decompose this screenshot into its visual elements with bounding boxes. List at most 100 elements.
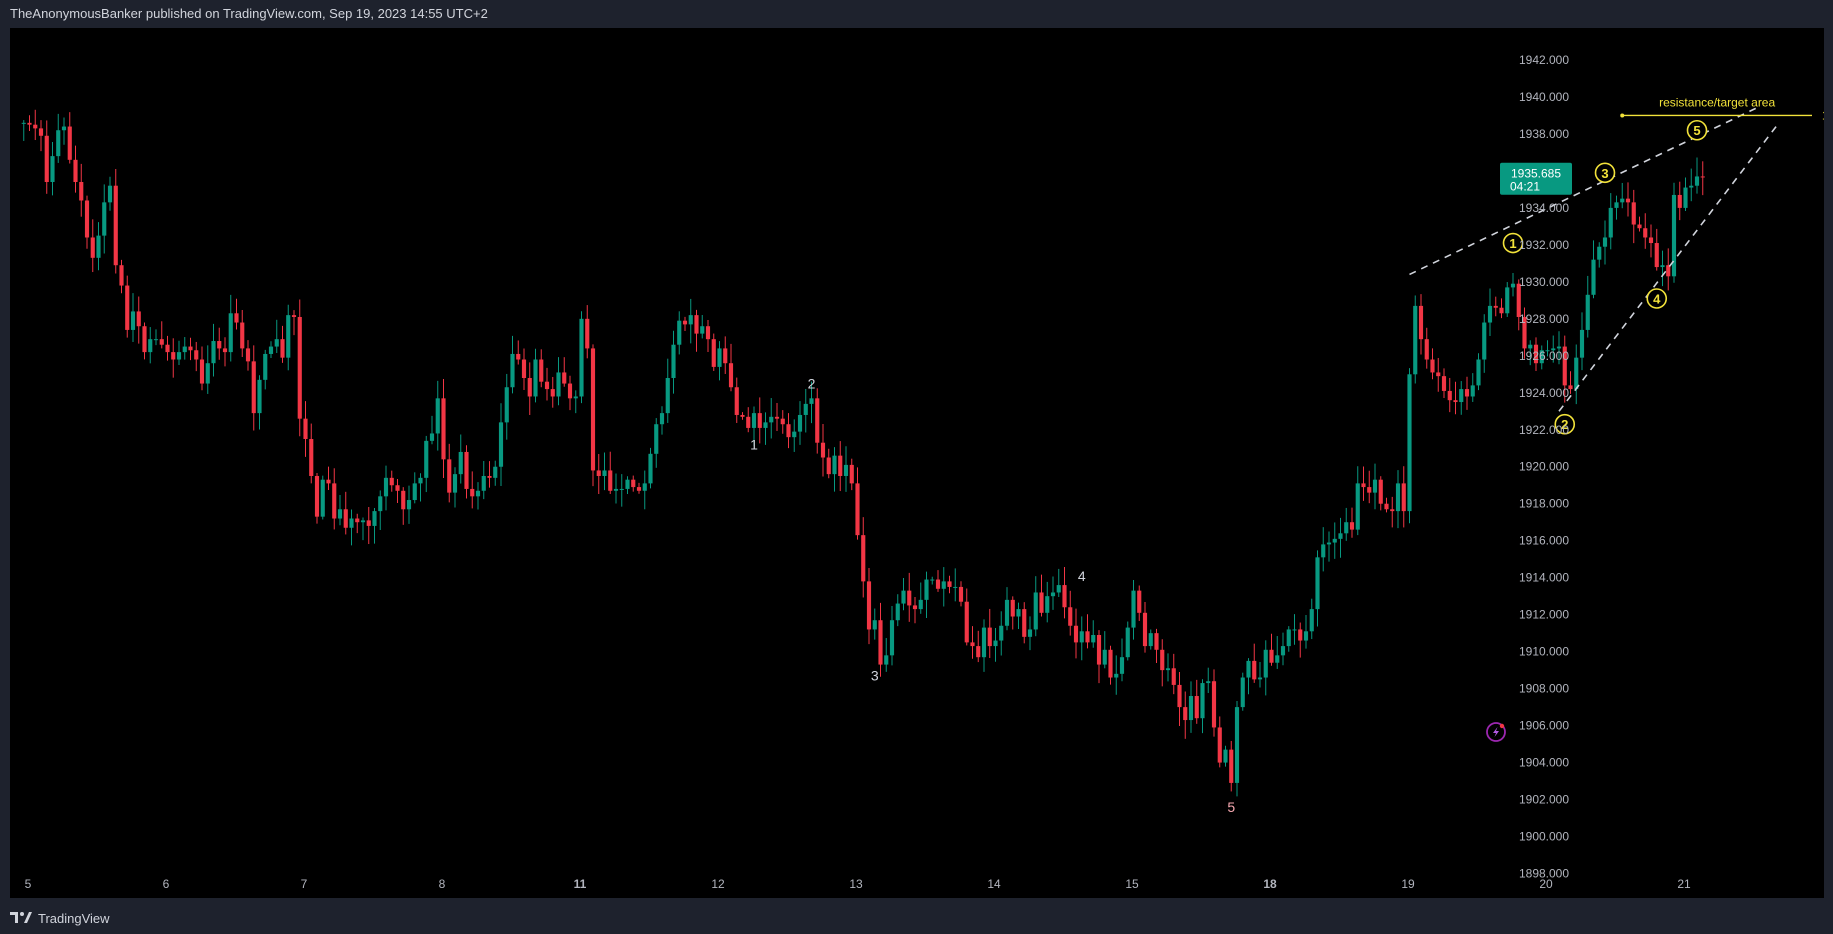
y-tick-label: 1918.000 [1519, 497, 1569, 511]
candle [343, 509, 348, 528]
candle [176, 352, 182, 360]
candle [1556, 346, 1562, 349]
candle [383, 477, 389, 497]
candle [619, 488, 624, 490]
wave-label-minor: 4 [1078, 568, 1086, 584]
y-tick-label: 1942.000 [1519, 53, 1569, 67]
candle [935, 579, 941, 589]
candle [102, 202, 107, 236]
candle [1303, 631, 1309, 641]
candle [182, 346, 187, 353]
wave-label-circled: 3 [1594, 162, 1616, 184]
candle [855, 483, 860, 536]
candle [1643, 228, 1648, 238]
candle [1102, 649, 1107, 665]
candle [1602, 237, 1608, 247]
y-tick-label: 1920.000 [1519, 460, 1569, 474]
price-chart[interactable]: resistance/target area1939.0001234512345… [10, 28, 1824, 898]
tradingview-logo-icon[interactable] [10, 912, 32, 924]
candle [1608, 207, 1613, 238]
candle [1217, 727, 1222, 763]
y-tick-label: 1908.000 [1519, 682, 1569, 696]
candle [786, 424, 791, 438]
candle [309, 439, 314, 476]
candle [797, 414, 803, 432]
candle [1326, 542, 1332, 545]
trendline[interactable] [1409, 105, 1761, 276]
candle [1671, 194, 1677, 277]
candle [648, 453, 653, 484]
resistance-anchor[interactable] [1620, 113, 1625, 118]
candle [1459, 389, 1464, 403]
candle [458, 451, 463, 475]
candle [194, 350, 199, 360]
candle [1183, 707, 1188, 721]
candle [1401, 483, 1406, 512]
candle [659, 413, 665, 425]
candle [1378, 479, 1383, 504]
candle [337, 509, 343, 519]
candle [1142, 612, 1148, 647]
candle [1539, 350, 1544, 364]
y-tick-label: 1932.000 [1519, 238, 1569, 252]
x-tick-label: 7 [301, 877, 308, 891]
candle [1263, 649, 1268, 678]
candle [907, 590, 912, 606]
candle [740, 414, 745, 417]
candle [90, 237, 95, 258]
candle [1240, 677, 1245, 708]
candle [1160, 649, 1165, 671]
candle [585, 318, 590, 349]
candle [280, 339, 285, 358]
chart-frame[interactable]: resistance/target area1939.0001234512345… [10, 28, 1824, 898]
candle [964, 601, 969, 643]
candle [567, 383, 573, 399]
candle [625, 479, 630, 489]
candle [728, 363, 734, 388]
candle [1407, 374, 1412, 512]
candle [987, 627, 992, 647]
candle [56, 130, 61, 157]
y-tick-label: 1916.000 [1519, 534, 1569, 548]
candle [1079, 631, 1084, 643]
candle [556, 372, 561, 397]
candle [1614, 202, 1619, 208]
candle [1528, 344, 1533, 349]
wave-label-minor: 3 [871, 668, 879, 684]
candle [1321, 544, 1326, 558]
candle [510, 353, 515, 388]
candle [263, 353, 268, 380]
candle [1395, 483, 1401, 512]
candle [360, 520, 366, 523]
candle [199, 359, 205, 384]
candle [1206, 681, 1211, 684]
candle [1436, 372, 1441, 377]
candle [113, 185, 118, 266]
candle [251, 361, 256, 414]
trendline[interactable] [1558, 124, 1779, 412]
candle [544, 381, 550, 390]
replay-bolt-icon[interactable] [1486, 722, 1506, 742]
candle [717, 348, 722, 367]
candle [44, 135, 49, 183]
candle [746, 416, 751, 428]
wave-label-circled: 4 [1646, 288, 1668, 309]
candle [1430, 359, 1435, 373]
candle [1499, 307, 1504, 314]
candle [79, 182, 84, 201]
candle [165, 344, 170, 353]
candle [516, 353, 521, 360]
candle [464, 451, 469, 489]
candle [268, 346, 274, 354]
candle [550, 389, 555, 397]
footer-brand[interactable]: TradingView [38, 910, 110, 926]
wave-label-minor: 1 [750, 437, 758, 453]
y-tick-label: 1922.000 [1519, 423, 1569, 437]
y-tick-label: 1934.000 [1519, 201, 1569, 215]
candle [1234, 707, 1240, 783]
candle [1315, 557, 1320, 610]
candle [1355, 483, 1360, 530]
candle [291, 315, 297, 317]
candle [849, 464, 854, 484]
candle [631, 479, 636, 488]
